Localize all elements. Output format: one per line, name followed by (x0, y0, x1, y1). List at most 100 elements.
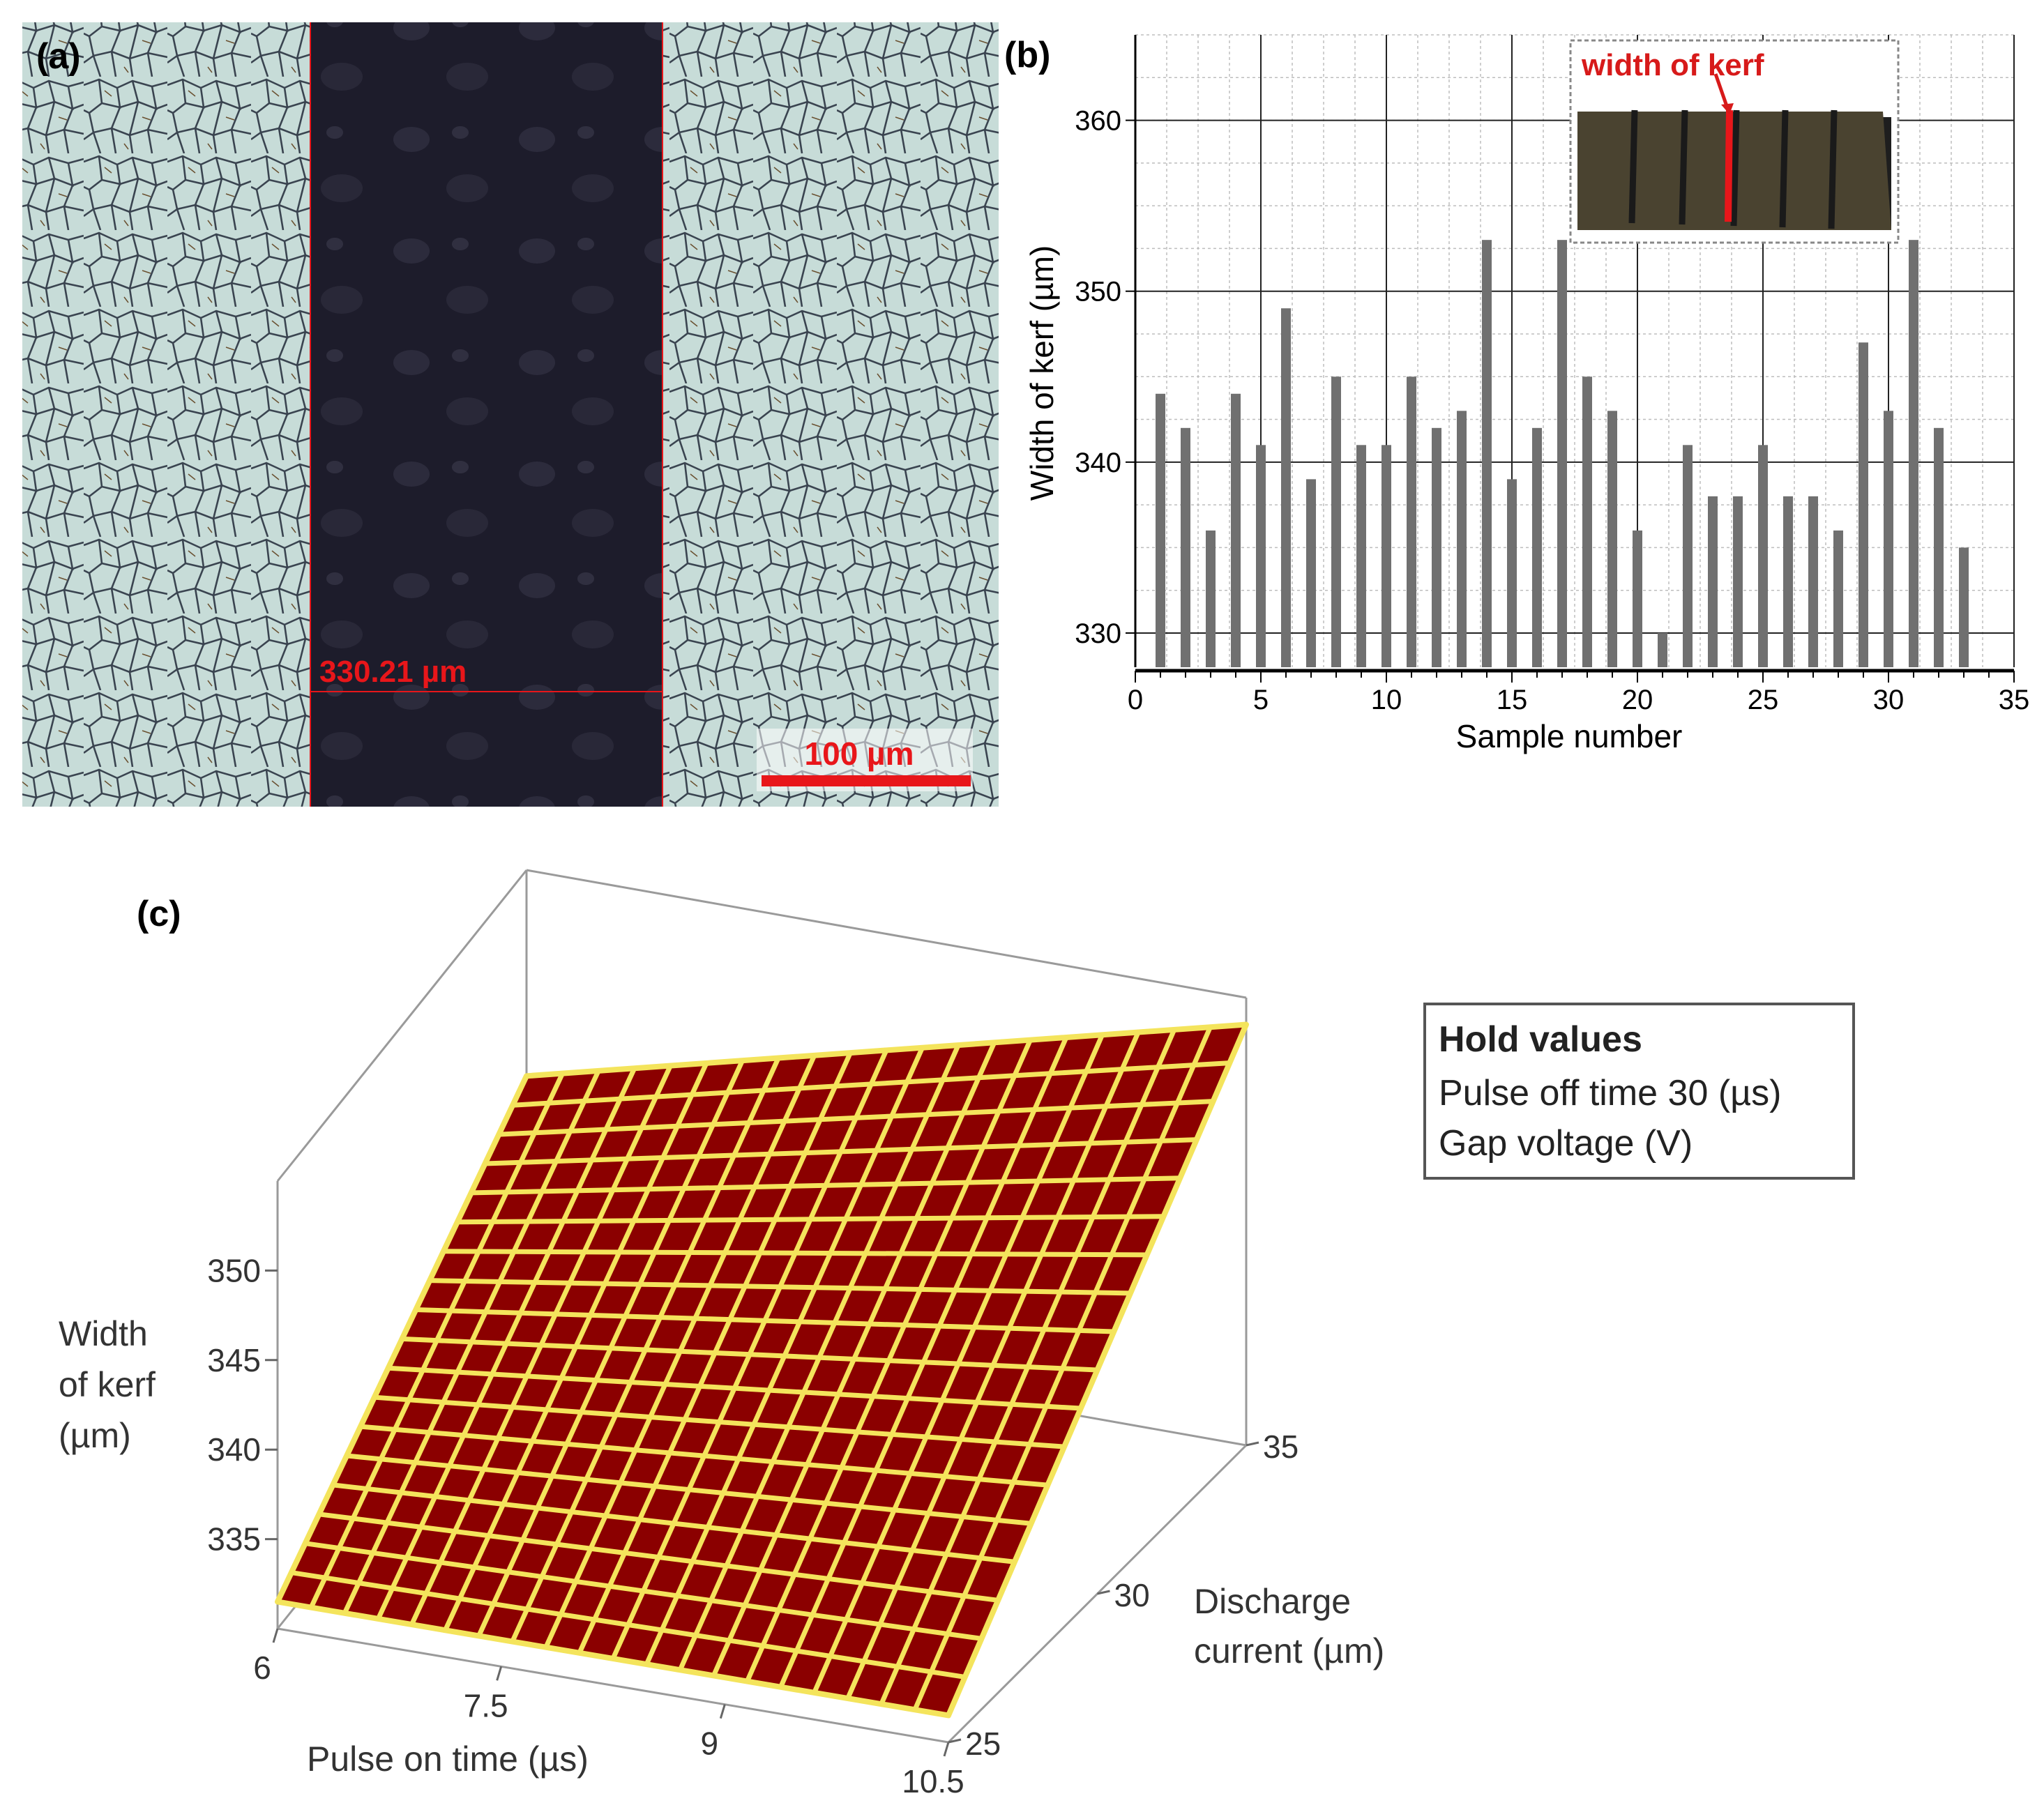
panel-b: (b) 0 5 10 15 20 25 30 35 330 340 350 360 Sample nu… (1004, 34, 2029, 754)
bar (1959, 547, 1969, 667)
z-tick-label: 335 (207, 1521, 261, 1558)
bar (1381, 445, 1391, 667)
surface-gridline (360, 1424, 1048, 1488)
bar (1306, 479, 1316, 667)
bar (1181, 427, 1190, 667)
surface-gridline (277, 1599, 949, 1718)
surface-gridline (443, 1249, 1147, 1258)
surface-gridline (457, 1214, 1164, 1225)
surface-gridline (388, 1365, 1081, 1411)
bar-chart-ylabel: Width of kerf (µm) (1024, 245, 1060, 501)
surface-zlabel-line-2: of kerf (59, 1365, 156, 1404)
legend-title: Hold values (1439, 1019, 1642, 1060)
bar (1683, 445, 1693, 667)
x-tick (719, 1704, 726, 1719)
scale-bar-label: 100 µm (805, 736, 914, 772)
bar (1858, 342, 1868, 667)
surface-gridline (346, 1453, 1031, 1526)
surface-zlabel: Width of kerf (µm) (59, 1314, 165, 1455)
bar (1833, 530, 1843, 667)
x-tick-label: 20 (1622, 685, 1653, 715)
surface-ylabel-line-2: current (µm) (1194, 1631, 1384, 1670)
bar (1909, 240, 1918, 667)
surface-gridline (416, 1307, 1114, 1334)
y-tick-label: 25 (965, 1726, 1001, 1762)
bar-chart-bars (1156, 240, 1969, 668)
inset-kerf-marker (1725, 109, 1733, 222)
y-tick-label: 360 (1075, 106, 1121, 137)
surface-gridline (319, 1512, 999, 1603)
x-tick-label: 6 (253, 1650, 271, 1686)
x-tick-label: 5 (1253, 685, 1269, 715)
surface-ylabel-line-1: Discharge (1194, 1582, 1351, 1621)
response-surface (275, 1021, 1249, 1719)
bar (1758, 445, 1768, 667)
bar (1231, 393, 1241, 667)
bar (1633, 530, 1642, 667)
panel-a: 330.21 µm 100 µm (a) (22, 22, 999, 807)
x-tick (943, 1742, 950, 1757)
surface-axis-ticks: 335 340 345 350 6 7.5 9 10.525 30 35 (207, 1252, 1299, 1799)
bar (1532, 427, 1542, 667)
bar (1808, 496, 1818, 667)
x-tick-label: 10.5 (902, 1763, 964, 1799)
surface-zlabel-line-1: Width (59, 1314, 148, 1353)
bar (1582, 376, 1592, 667)
y-tick-label: 30 (1114, 1577, 1150, 1613)
surface-gridline (291, 1570, 966, 1680)
x-tick-label: 30 (1873, 685, 1905, 715)
surface-gridline (402, 1336, 1098, 1373)
x-tick-label: 10 (1371, 685, 1402, 715)
bar (1482, 240, 1492, 667)
bar (1607, 411, 1617, 667)
surface-zlabel-line-3: (µm) (59, 1416, 131, 1455)
inset-photo: width of kerf (1569, 39, 1900, 244)
legend-item: Pulse off time 30 (µs) (1439, 1073, 1781, 1113)
x-tick-label: 9 (701, 1726, 719, 1762)
surface-xlabel: Pulse on time (µs) (307, 1739, 589, 1779)
surface-gridline (332, 1482, 1015, 1564)
y-tick-label: 35 (1263, 1429, 1299, 1465)
panel-b-label: (b) (1004, 35, 1050, 75)
bar (1356, 445, 1366, 667)
kerf-channel (310, 22, 663, 807)
bar (1934, 427, 1944, 667)
x-tick-label: 0 (1128, 685, 1143, 715)
surface-gridline (499, 1099, 1213, 1137)
bar-chart-xlabel: Sample number (1456, 718, 1683, 754)
bar (1557, 240, 1567, 667)
surface-ylabel: Discharge current (µm) (1194, 1582, 1384, 1670)
x-tick (272, 1628, 279, 1643)
x-tick-label: 7.5 (464, 1687, 508, 1723)
legend-item: Gap voltage (V) (1439, 1123, 1693, 1164)
surface-gridline (305, 1541, 982, 1641)
box-edge (277, 1627, 949, 1744)
y-tick-label: 350 (1075, 277, 1121, 307)
box-edge (526, 869, 1247, 999)
scale-bar (762, 775, 971, 786)
surface-gridline (430, 1278, 1131, 1296)
surface-gridline (471, 1175, 1181, 1196)
y-tick-label: 340 (1075, 448, 1121, 478)
y-tick (1246, 1441, 1259, 1447)
bar (1457, 411, 1467, 667)
bar (1884, 411, 1893, 667)
bar (1331, 376, 1341, 667)
surface-gridline (526, 1022, 1247, 1079)
bar (1432, 427, 1441, 667)
bar (1658, 632, 1667, 667)
z-tick-label: 350 (207, 1252, 261, 1288)
panel-c: (c) 335 340 345 350 6 7.5 9 10.525 30 35 Width of… (59, 869, 1855, 1799)
bar-chart-axes: 0 5 10 15 20 25 30 35 330 340 350 360 (1075, 35, 2029, 715)
box-edge (276, 869, 528, 1182)
z-tick-label: 340 (207, 1431, 261, 1468)
surface-gridline (512, 1060, 1230, 1108)
inset-arrow (1713, 73, 1729, 107)
measurement-label: 330.21 µm (319, 655, 467, 689)
x-tick (496, 1666, 503, 1681)
bar (1256, 445, 1266, 667)
bar (1156, 393, 1165, 667)
panel-a-label: (a) (36, 36, 81, 77)
bar (1733, 496, 1743, 667)
